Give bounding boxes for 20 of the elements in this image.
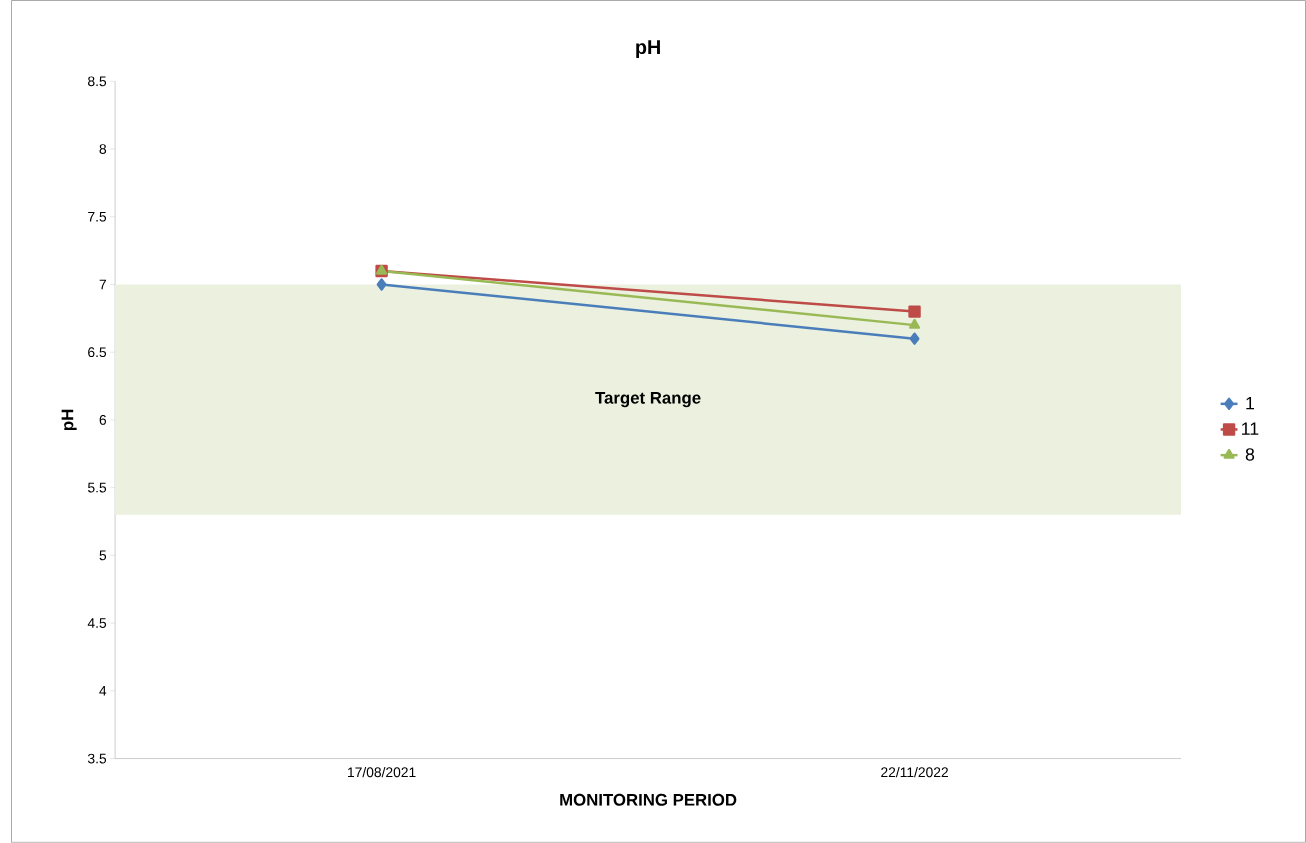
chart-title: pH [636,40,660,59]
band-label: Target Range [595,392,701,408]
x-tick-label: 22/11/2022 [881,767,948,778]
y-tick-label: 7 [99,279,106,290]
y-axis-title: pH [61,409,77,431]
x-axis-title: MONITORING PERIOD [560,793,737,806]
y-tick-label: 4 [99,686,107,696]
x-tick-label: 17/08/2021 [348,767,416,778]
y-tick-label: 8 [99,144,107,155]
y-tick-label: 8.5 [88,76,107,87]
y-tick-label: 6 [99,415,107,425]
legend-label: 1 [1246,397,1255,410]
y-tick-label: 5.5 [87,482,107,493]
legend-label: 8 [1245,448,1255,461]
y-tick-label: 5 [99,550,107,561]
y-tick-label: 3.5 [87,753,107,764]
y-tick-label: 4.5 [87,618,107,629]
y-tick-label: 7.5 [88,212,107,222]
y-tick-label: 6.5 [88,347,107,358]
legend-label: 11 [1242,422,1259,435]
